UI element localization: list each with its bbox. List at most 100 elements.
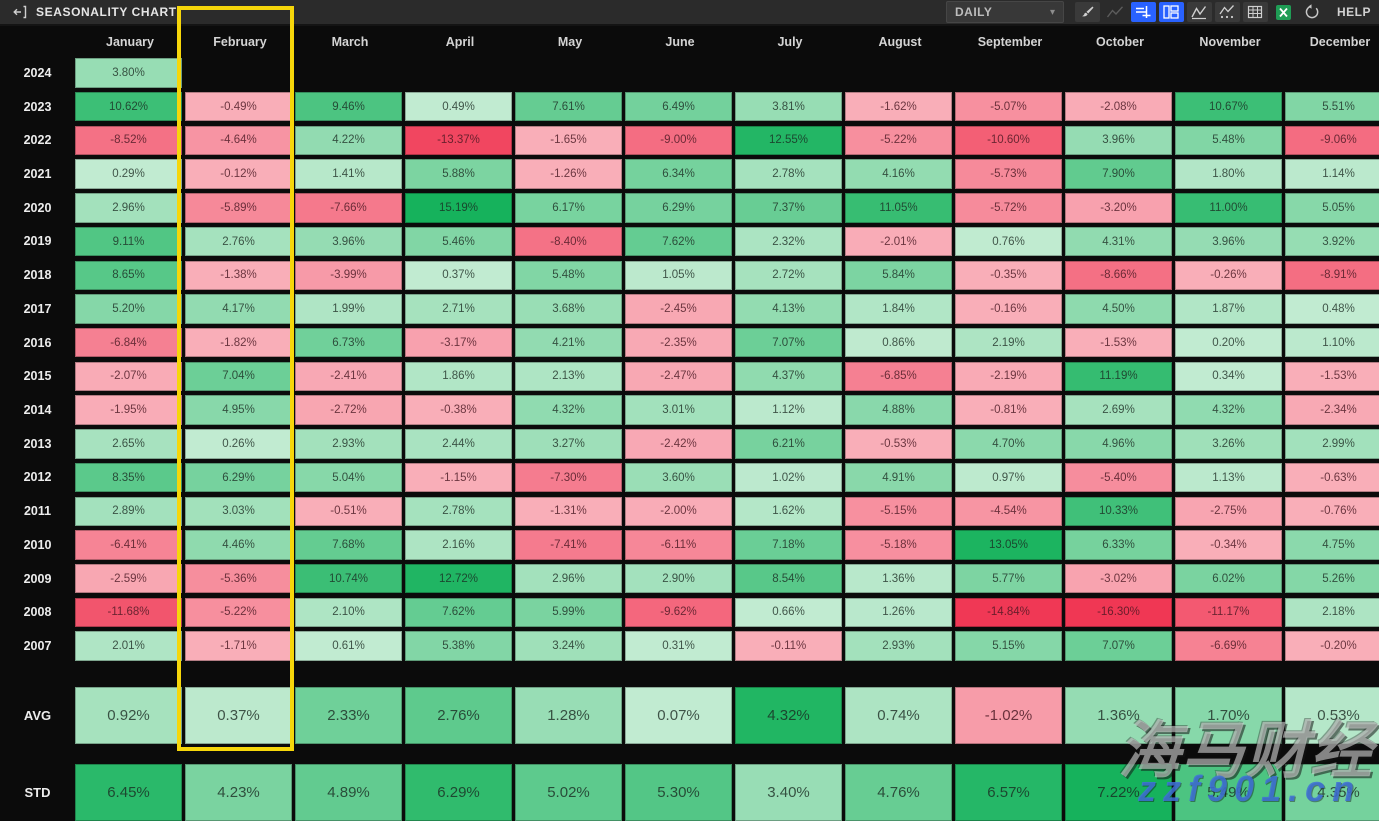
heatmap-cell-empty — [1065, 58, 1172, 88]
month-header: June — [665, 35, 695, 49]
heatmap-cell: -5.15% — [845, 496, 952, 527]
heatmap-cell: -0.16% — [955, 294, 1062, 324]
table-row: 2018 8.65% -1.38% -3.99% 0.37% 5.48% 1.05% 2.72… — [0, 258, 1379, 292]
year-label: 2020 — [23, 200, 52, 215]
table-row: 2019 9.11% 2.76% 3.96% 5.46% -8.40% 7.62% 2.32%… — [0, 225, 1379, 259]
heatmap-cell-empty — [1285, 58, 1379, 88]
year-label: 2021 — [23, 167, 52, 182]
heatmap-cell: 1.87% — [1175, 294, 1282, 324]
heatmap-cell: -0.76% — [1285, 496, 1379, 527]
heatmap-cell: 6.21% — [735, 429, 842, 459]
avg-cell: 0.92% — [75, 687, 182, 744]
heatmap-cell: 7.07% — [735, 327, 842, 358]
heatmap-cell: 5.15% — [955, 631, 1062, 661]
table-icon[interactable] — [1242, 2, 1268, 22]
grid-layout-icon[interactable] — [1158, 2, 1184, 22]
std-row: STD 6.45% 4.23% 4.89% 6.29% 5.02% 5.30% 3.40% 4.… — [0, 764, 1379, 821]
heatmap-cell: -7.66% — [295, 193, 402, 223]
std-cell: 4.89% — [295, 764, 402, 821]
year-label: 2016 — [23, 335, 52, 350]
heatmap-cell: -6.84% — [75, 327, 182, 358]
heatmap-cell: 11.19% — [1065, 361, 1172, 392]
heatmap-cell: -11.68% — [75, 597, 182, 628]
price-scale-icon[interactable] — [1130, 2, 1156, 22]
year-label: 2012 — [23, 470, 52, 485]
heatmap-cell: 3.01% — [625, 395, 732, 425]
month-header: December — [1309, 35, 1371, 49]
excel-export-icon[interactable] — [1271, 2, 1296, 22]
heatmap-cell: 1.02% — [735, 462, 842, 493]
heatmap-cell: -2.34% — [1285, 395, 1379, 425]
heatmap-cell: 7.90% — [1065, 159, 1172, 189]
heatmap-cell: 2.93% — [295, 429, 402, 459]
month-header-row: January February March April May June July Augu… — [0, 28, 1379, 56]
std-cell: 4.23% — [185, 764, 292, 821]
std-cell: 6.29% — [405, 764, 512, 821]
brush-icon[interactable] — [1074, 2, 1100, 22]
heatmap-cell: 9.46% — [295, 91, 402, 122]
heatmap-cell: 1.36% — [845, 563, 952, 594]
heatmap-cell: 0.86% — [845, 327, 952, 358]
reset-icon[interactable] — [1299, 2, 1324, 22]
year-label: 2018 — [23, 268, 52, 283]
heatmap-cell: 5.99% — [515, 597, 622, 628]
trend-line-icon[interactable] — [1103, 2, 1128, 22]
heatmap-cell: -9.00% — [625, 125, 732, 156]
heatmap-cell: 5.51% — [1285, 91, 1379, 122]
heatmap-cell: 3.60% — [625, 462, 732, 493]
heatmap-cell: -0.63% — [1285, 462, 1379, 493]
avg-cell: 0.07% — [625, 687, 732, 744]
table-row: 2007 2.01% -1.71% 0.61% 5.38% 3.24% 0.31% -0.11… — [0, 629, 1379, 663]
timeframe-value: DAILY — [954, 5, 993, 19]
heatmap-cell: -0.51% — [295, 496, 402, 527]
year-label: 2011 — [23, 504, 52, 519]
heatmap-cell: 8.54% — [735, 563, 842, 594]
heatmap-cell: 3.68% — [515, 294, 622, 324]
performance-chart-icon[interactable] — [1214, 2, 1240, 22]
heatmap-cell: 5.48% — [515, 260, 622, 290]
heatmap-cell: -9.62% — [625, 597, 732, 628]
heatmap-cell: -2.47% — [625, 361, 732, 392]
heatmap-cell: -2.00% — [625, 496, 732, 527]
heatmap-cell-empty — [295, 58, 402, 88]
heatmap-cell: -2.01% — [845, 226, 952, 257]
month-header: November — [1199, 35, 1261, 49]
table-row: 2008 -11.68% -5.22% 2.10% 7.62% 5.99% -9.62% 0.… — [0, 596, 1379, 630]
heatmap-cell: -3.99% — [295, 260, 402, 290]
heatmap-cell: -5.22% — [845, 125, 952, 156]
heatmap-cell: -11.17% — [1175, 597, 1282, 628]
heatmap-cell: 13.05% — [955, 530, 1062, 560]
heatmap-cell: 2.90% — [625, 563, 732, 594]
help-button[interactable]: HELP — [1336, 5, 1371, 19]
heatmap-cell: 4.17% — [185, 294, 292, 324]
std-cell: 5.02% — [515, 764, 622, 821]
heatmap-cell: 12.72% — [405, 563, 512, 594]
heatmap-cell: 4.46% — [185, 530, 292, 560]
table-row: 2013 2.65% 0.26% 2.93% 2.44% 3.27% -2.42% 6.21%… — [0, 427, 1379, 461]
timeframe-dropdown[interactable]: DAILY ▾ — [945, 1, 1064, 23]
heatmap-cell: -0.20% — [1285, 631, 1379, 661]
avg-cell: 0.37% — [185, 687, 292, 744]
heatmap-cell: -2.19% — [955, 361, 1062, 392]
heatmap-cell: -3.20% — [1065, 193, 1172, 223]
month-header: March — [331, 35, 369, 49]
heatmap-cell: -9.06% — [1285, 125, 1379, 156]
heatmap-cell: 4.22% — [295, 125, 402, 156]
heatmap-cell: 0.49% — [405, 91, 512, 122]
heatmap-cell-empty — [405, 58, 512, 88]
heatmap-cell: -0.26% — [1175, 260, 1282, 290]
heatmap-cell: 2.96% — [515, 563, 622, 594]
avg-cell: 1.36% — [1065, 687, 1172, 744]
table-row: 2010 -6.41% 4.46% 7.68% 2.16% -7.41% -6.11% 7.1… — [0, 528, 1379, 562]
heatmap-cell: 2.78% — [405, 496, 512, 527]
line-chart-icon[interactable] — [1186, 2, 1212, 22]
std-cell: 7.22% — [1065, 764, 1172, 821]
heatmap-cell: 12.55% — [735, 125, 842, 156]
heatmap-cell: 2.18% — [1285, 597, 1379, 628]
heatmap-cell: 5.05% — [1285, 193, 1379, 223]
heatmap-cell: -0.38% — [405, 395, 512, 425]
month-header: April — [445, 35, 475, 49]
table-row: 2015 -2.07% 7.04% -2.41% 1.86% 2.13% -2.47% 4.3… — [0, 359, 1379, 393]
heatmap-cell: -5.22% — [185, 597, 292, 628]
collapse-panel-icon[interactable] — [12, 5, 28, 19]
